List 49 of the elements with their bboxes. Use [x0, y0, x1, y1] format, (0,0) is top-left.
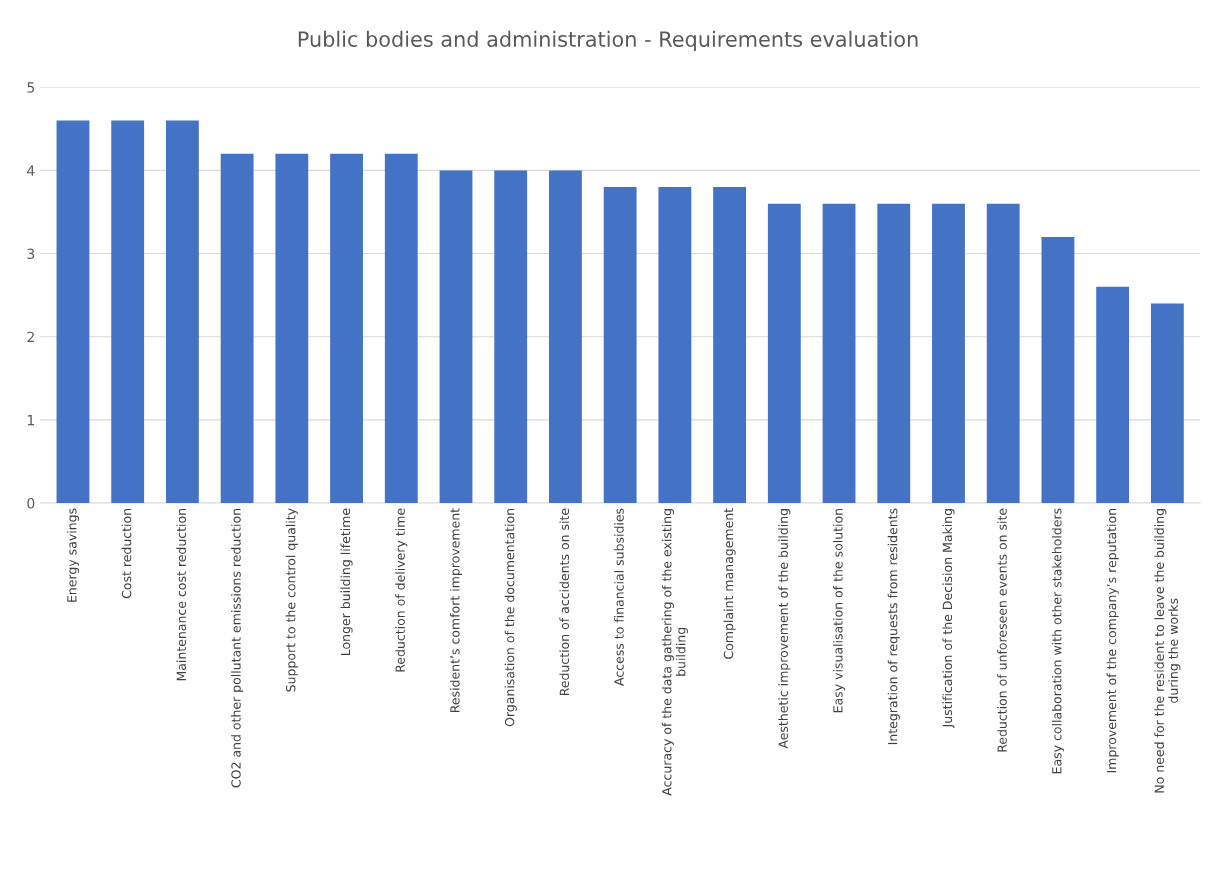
y-tick-label: 3 [27, 248, 35, 260]
bar [111, 120, 145, 504]
bar [1041, 236, 1075, 504]
bar [822, 203, 856, 504]
x-tick-label: Organisation of the documentation [504, 508, 517, 727]
bar [439, 170, 473, 504]
bar [877, 203, 911, 504]
x-tick-label: Reduction of unforeseen events on site [997, 508, 1007, 752]
x-tick-label: Accuracy of the data gathering of the existing building [661, 509, 688, 796]
bar [384, 153, 418, 504]
x-tick-label: No need for the resident to leave the building during the works [1154, 509, 1181, 793]
x-tick-label: Integration of requests from residents [887, 508, 900, 745]
x-tick-label: Easy visualisation of the solution [832, 508, 846, 713]
y-tick-label: 5 [27, 82, 35, 93]
x-tick-label: Reduction of delivery time [395, 508, 408, 672]
x-tick-label: Energy savings [66, 508, 80, 602]
x-tick-label: Resident’s comfort improvement [449, 508, 463, 713]
bar [1150, 303, 1184, 504]
bar [713, 187, 747, 504]
x-tick-label: Justification of the Decision Making [942, 509, 955, 729]
bar [494, 170, 528, 504]
x-tick-label: Reduction of accidents on site [559, 508, 570, 696]
chart-title: Public bodies and administration - Requirements evaluation [298, 30, 918, 51]
bar [165, 120, 199, 504]
y-tick-label: 1 [27, 415, 34, 426]
x-tick-label: Access to financial subsidies [614, 508, 624, 686]
x-tick-label: Longer building lifetime [340, 508, 353, 656]
bar [603, 187, 637, 504]
bar [658, 187, 692, 504]
bar [330, 153, 363, 504]
x-tick-label: Support to the control quality [285, 508, 298, 692]
bar [986, 203, 1020, 504]
bar [56, 120, 90, 504]
x-tick-label: Maintenance cost reduction [176, 508, 187, 681]
x-tick-label: Easy collaboration with other stakeholders [1051, 508, 1064, 774]
y-tick-label: 0 [27, 498, 35, 509]
bar [549, 170, 582, 504]
bar [932, 203, 965, 504]
x-tick-label: Cost reduction [121, 508, 132, 599]
x-tick-label: CO2 and other pollutant emissions reduction [231, 508, 244, 788]
bar [767, 203, 801, 504]
y-tick-label: 4 [27, 165, 35, 176]
bar [1096, 286, 1130, 504]
x-tick-label: Aesthetic improvement of the building [778, 509, 791, 749]
x-tick-label: Improvement of the company’s reputation [1106, 508, 1119, 773]
y-tick-label: 2 [27, 331, 34, 342]
bar [275, 153, 309, 504]
x-tick-label: Complaint management [723, 508, 736, 659]
bar [220, 153, 254, 504]
